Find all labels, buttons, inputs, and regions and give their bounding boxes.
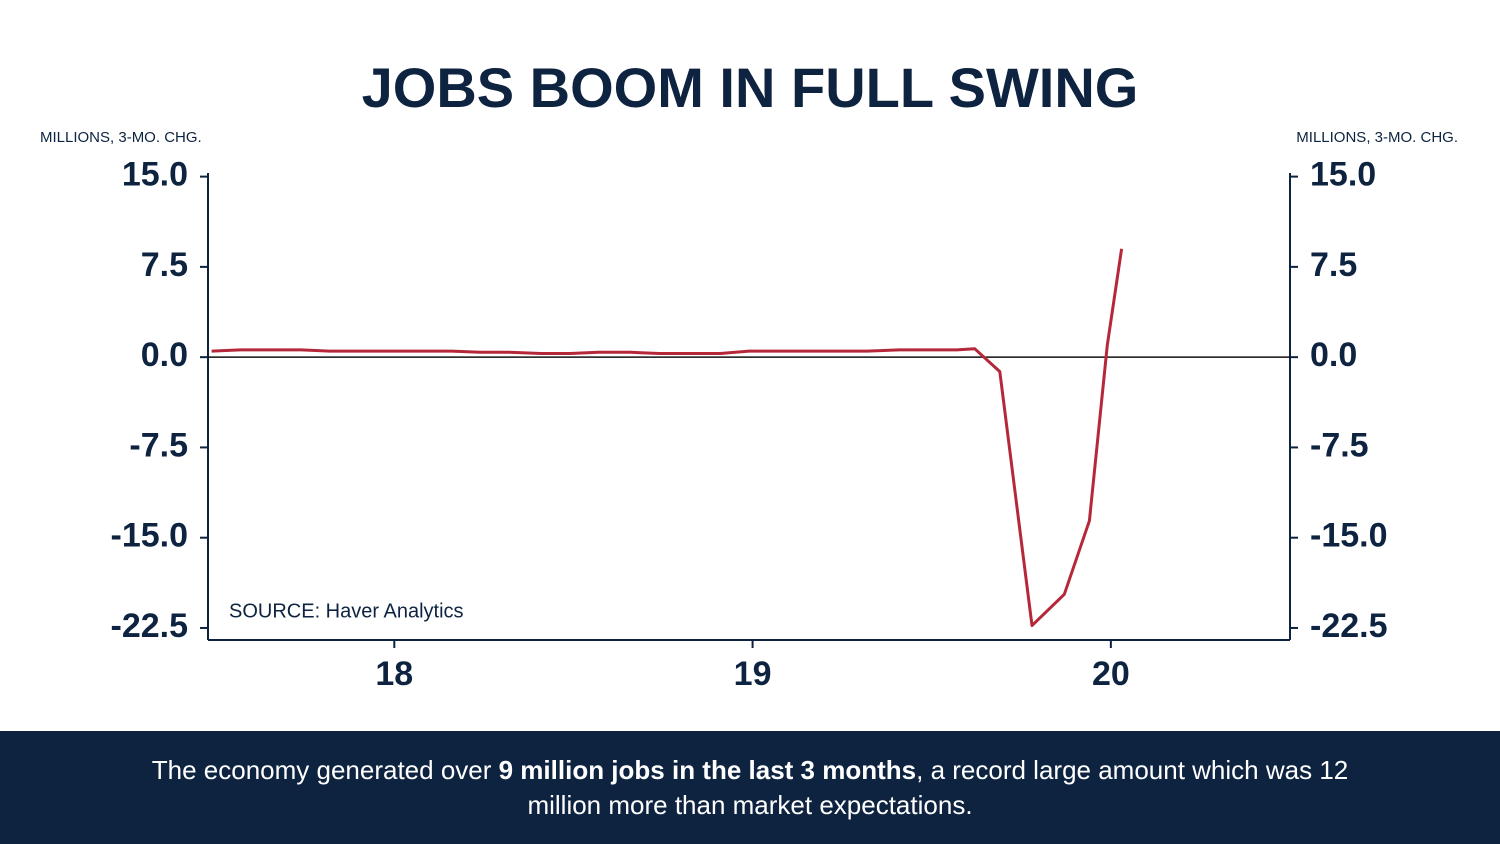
footer-highlight: 9 million jobs in the last 3 months xyxy=(498,754,917,785)
y-tick-label: -7.5 xyxy=(129,426,188,464)
chart-title: JOBS BOOM IN FULL SWING xyxy=(362,56,1139,119)
y2-tick-label: -22.5 xyxy=(1310,607,1388,645)
x-tick-label: 20 xyxy=(1092,655,1130,693)
footer-text: The economy generated over 9 million job… xyxy=(140,753,1360,823)
x-tick-label: 19 xyxy=(734,655,772,693)
source-note: SOURCE: Haver Analytics xyxy=(229,600,464,622)
y2-tick-label: -15.0 xyxy=(1310,517,1388,555)
y-axis-label: MILLIONS, 3-MO. CHG. xyxy=(40,129,202,146)
footer-text-part: , a record large amount which was 12 mil… xyxy=(527,754,1349,820)
footer-text-part: The economy generated over xyxy=(151,754,499,785)
y2-axis-label: MILLIONS, 3-MO. CHG. xyxy=(1296,129,1458,146)
y2-tick-label: 15.0 xyxy=(1310,156,1376,194)
y2-tick-label: -7.5 xyxy=(1310,426,1369,464)
y-tick-label: -22.5 xyxy=(111,607,189,645)
chart: JOBS BOOM IN FULL SWING MILLIONS, 3-MO. … xyxy=(40,56,1458,693)
x-tick-label: 18 xyxy=(375,655,413,693)
y2-tick-label: 7.5 xyxy=(1310,246,1357,284)
y-tick-label: 0.0 xyxy=(141,336,188,374)
footer: The economy generated over 9 million job… xyxy=(0,731,1500,844)
y-tick-label: 15.0 xyxy=(122,156,188,194)
y-tick-label: -15.0 xyxy=(111,517,189,555)
series-line xyxy=(211,248,1124,628)
y2-tick-label: 0.0 xyxy=(1310,336,1357,374)
y-tick-label: 7.5 xyxy=(141,246,188,284)
